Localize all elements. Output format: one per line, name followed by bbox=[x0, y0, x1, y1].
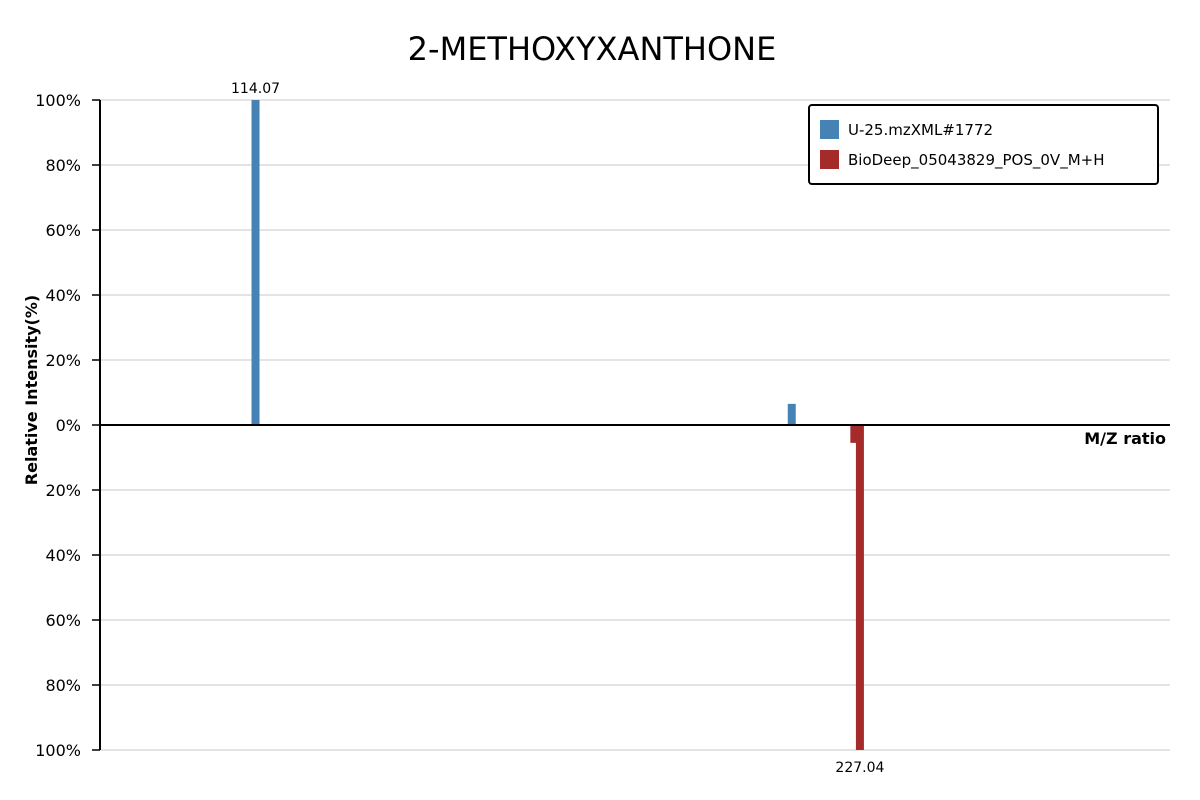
grid-lines bbox=[100, 99, 1170, 751]
y-tick-label: 0% bbox=[56, 416, 81, 435]
y-ticks: 100% 80% 60% 40% 20% 0% 20% 40% 60% 80% 100% bbox=[35, 91, 100, 760]
peak-bar-query bbox=[787, 403, 796, 425]
y-tick-label: 80% bbox=[45, 156, 81, 175]
peak-bar-reference bbox=[850, 425, 859, 443]
legend-label-reference: BioDeep_05043829_POS_0V_M+H bbox=[848, 151, 1104, 170]
y-tick-label: 40% bbox=[45, 286, 81, 305]
peaks bbox=[251, 100, 864, 750]
peak-label: 114.07 bbox=[231, 81, 280, 97]
y-tick-label: 100% bbox=[35, 91, 81, 110]
y-tick-label: 100% bbox=[35, 741, 81, 760]
y-tick-label: 60% bbox=[45, 611, 81, 630]
chart-title: 2-METHOXYXANTHONE bbox=[408, 30, 777, 68]
y-tick-label: 20% bbox=[45, 351, 81, 370]
legend: U-25.mzXML#1772 BioDeep_05043829_POS_0V_… bbox=[808, 104, 1159, 185]
y-tick-label: 80% bbox=[45, 676, 81, 695]
legend-label-query: U-25.mzXML#1772 bbox=[848, 121, 993, 139]
x-axis-title: M/Z ratio bbox=[1084, 429, 1166, 448]
legend-swatch-reference bbox=[820, 150, 839, 169]
peak-label: 227.04 bbox=[835, 760, 884, 776]
y-tick-label: 60% bbox=[45, 221, 81, 240]
legend-box bbox=[808, 104, 1159, 185]
peak-bar-query bbox=[251, 100, 260, 425]
peak-bar-reference bbox=[855, 425, 864, 750]
y-tick-label: 40% bbox=[45, 546, 81, 565]
axes bbox=[99, 100, 1170, 750]
legend-swatch-query bbox=[820, 120, 839, 139]
peak-labels: 114.07 227.04 bbox=[231, 81, 884, 776]
y-axis-title: Relative Intensity(%) bbox=[22, 295, 41, 485]
y-tick-label: 20% bbox=[45, 481, 81, 500]
